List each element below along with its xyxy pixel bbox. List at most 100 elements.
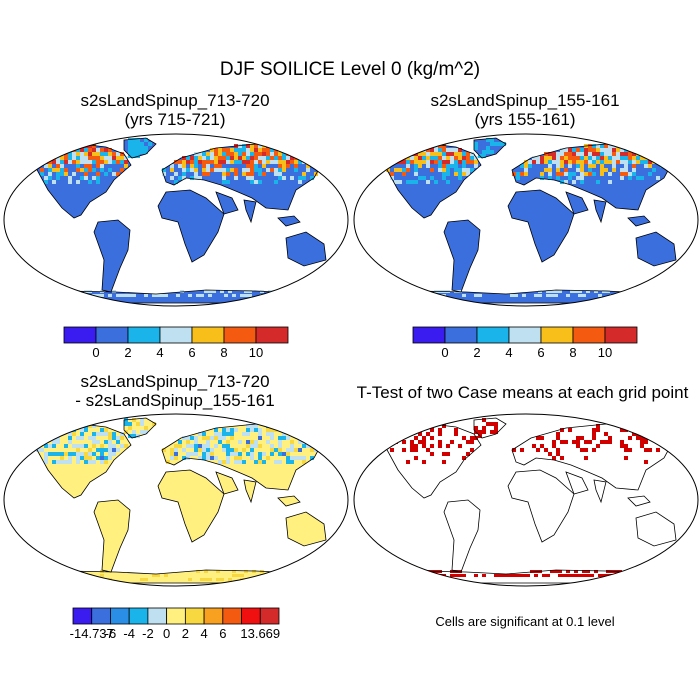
grid-cell [402, 440, 406, 444]
grid-cell [68, 152, 72, 156]
grid-cell [552, 156, 556, 160]
grid-cell [418, 152, 422, 156]
grid-cell [588, 160, 592, 164]
grid-cell [246, 168, 250, 172]
grid-cell [204, 578, 208, 581]
grid-cell [586, 290, 590, 293]
grid-cell [194, 452, 198, 456]
grid-cell [402, 168, 406, 172]
grid-cell [72, 444, 76, 448]
grid-cell [556, 172, 560, 176]
grid-cell [144, 294, 148, 297]
grid-cell [664, 436, 668, 440]
grid-cell [474, 142, 478, 146]
grid-cell [546, 574, 550, 577]
grid-cell [108, 152, 112, 156]
grid-cell [72, 160, 76, 164]
grid-cell [44, 164, 48, 168]
grid-cell [246, 176, 250, 180]
grid-cell [132, 154, 136, 158]
grid-cell [222, 152, 226, 156]
grid-cell [564, 168, 568, 172]
grid-cell [52, 444, 56, 448]
colorbar-tick-label: 4 [200, 626, 207, 641]
grid-cell [210, 448, 214, 452]
grid-cell [536, 156, 540, 160]
grid-cell [648, 172, 652, 176]
grid-cell [438, 440, 442, 444]
grid-cell [124, 422, 128, 426]
grid-cell [198, 156, 202, 160]
grid-cell [644, 164, 648, 168]
grid-cell [116, 152, 120, 156]
grid-cell [620, 428, 624, 432]
grid-cell [80, 168, 84, 172]
grid-cell [298, 456, 302, 460]
grid-cell [442, 148, 446, 152]
grid-cell [406, 168, 410, 172]
colorbar-tick-label: 8 [220, 345, 227, 360]
grid-cell [406, 148, 410, 152]
grid-cell [302, 176, 306, 180]
grid-cell [644, 148, 648, 152]
grid-cell [524, 160, 528, 164]
grid-cell [128, 294, 132, 297]
grid-cell [64, 460, 68, 464]
grid-cell [602, 574, 606, 577]
grid-cell [108, 168, 112, 172]
grid-cell [534, 294, 538, 297]
grid-cell [52, 460, 56, 464]
coastline-india [243, 199, 257, 224]
grid-cell [84, 456, 88, 460]
grid-cell [636, 160, 640, 164]
grid-cell [202, 152, 206, 156]
grid-cell [76, 168, 80, 172]
panel3-title: s2sLandSpinup_713-720 [80, 372, 270, 391]
grid-cell [670, 574, 674, 577]
grid-cell [582, 570, 586, 573]
grid-cell [52, 440, 56, 444]
grid-cell [198, 448, 202, 452]
grid-cell [274, 156, 278, 160]
grid-cell [294, 168, 298, 172]
grid-cell [270, 156, 274, 160]
grid-cell [450, 164, 454, 168]
grid-cell [170, 164, 174, 168]
colorbar-tick-label: 10 [598, 345, 612, 360]
grid-cell [208, 290, 212, 293]
grid-cell [278, 460, 282, 464]
grid-cell [226, 432, 230, 436]
grid-cell [598, 294, 602, 297]
grid-cell [182, 172, 186, 176]
grid-cell [584, 172, 588, 176]
grid-cell [286, 164, 290, 168]
grid-cell [466, 152, 470, 156]
grid-cell [422, 436, 426, 440]
grid-cell [230, 452, 234, 456]
grid-cell [544, 156, 548, 160]
grid-cell [262, 148, 266, 152]
grid-cell [302, 432, 306, 436]
grid-cell [84, 168, 88, 172]
grid-cell [580, 148, 584, 152]
grid-cell [430, 148, 434, 152]
land-northAmerica [386, 424, 481, 498]
grid-cell [96, 180, 100, 184]
grid-cell [310, 448, 314, 452]
grid-cell [546, 290, 550, 293]
grid-cell [542, 574, 546, 577]
grid-cell [104, 152, 108, 156]
grid-cell [136, 146, 140, 150]
grid-cell [56, 570, 60, 573]
grid-cell [552, 444, 556, 448]
grid-cell [646, 294, 650, 297]
grid-cell [254, 168, 258, 172]
grid-cell [242, 148, 246, 152]
coastline-india [593, 479, 607, 504]
grid-cell [222, 168, 226, 172]
grid-cell [250, 176, 254, 180]
land-australia [636, 232, 676, 266]
grid-cell [242, 160, 246, 164]
grid-cell [68, 574, 72, 577]
grid-cell [84, 452, 88, 456]
